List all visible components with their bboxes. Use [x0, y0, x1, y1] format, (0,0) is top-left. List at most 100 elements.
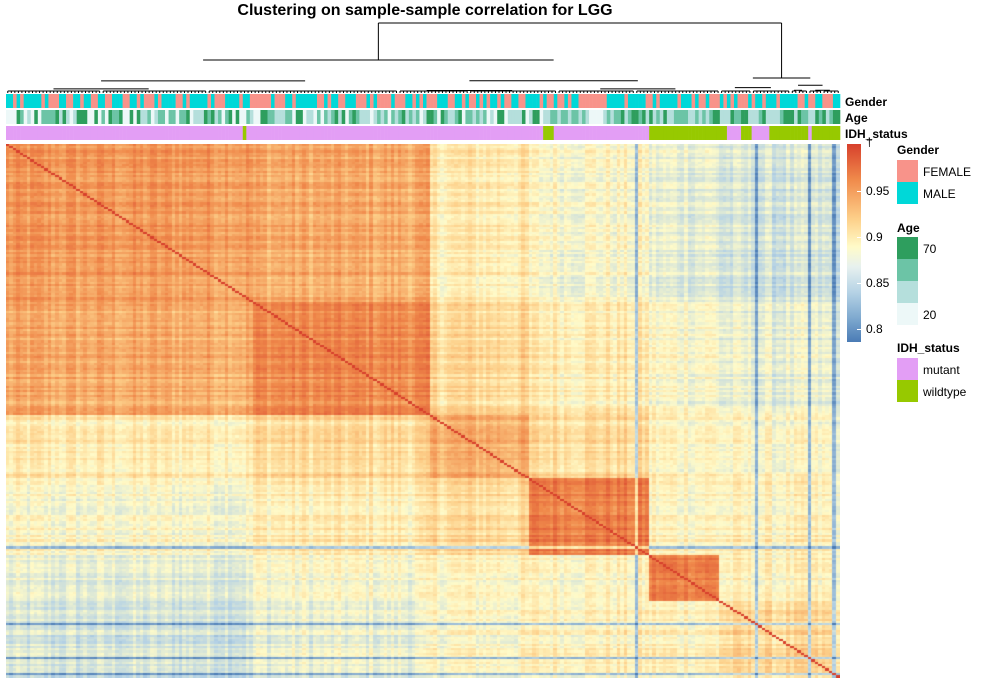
annotation-cell — [55, 94, 60, 108]
annotation-cell — [444, 94, 449, 108]
annotation-cell — [571, 110, 576, 124]
annotation-cell — [440, 126, 445, 140]
annotation-cell — [13, 110, 17, 124]
annotation-cell — [649, 94, 653, 108]
annotation-cell — [832, 110, 837, 124]
annotation-cell — [147, 94, 152, 108]
annotation-cell — [504, 94, 509, 108]
annotation-cell — [221, 110, 226, 124]
annotation-cell — [359, 110, 364, 124]
annotation-cell — [447, 110, 452, 124]
annotation-cell — [645, 110, 650, 124]
annotation-cell — [521, 94, 526, 108]
annotation-cell — [161, 94, 166, 108]
annotation-cell — [69, 94, 74, 108]
annotation-cell — [37, 126, 42, 140]
annotation-cell — [461, 126, 466, 140]
annotation-cell — [228, 110, 233, 124]
annotation-cell — [836, 126, 841, 140]
annotation-cell — [818, 110, 823, 124]
annotation-cell — [656, 126, 661, 140]
annotation-cell — [493, 110, 498, 124]
annotation-cell — [122, 94, 127, 108]
annotation-cell — [175, 94, 180, 108]
annotation-cell — [281, 110, 286, 124]
annotation-cell — [433, 94, 438, 108]
annotation-cell — [157, 110, 162, 124]
annotation-cell — [331, 110, 335, 124]
annotation-cell — [631, 110, 636, 124]
annotation-cell — [483, 126, 487, 140]
annotation-cell — [327, 110, 332, 124]
annotation-cell — [352, 110, 357, 124]
annotation-cell — [73, 110, 77, 124]
annotation-cell — [129, 94, 134, 108]
annotation-cell — [256, 94, 261, 108]
annotation-cell — [514, 110, 519, 124]
annotation-cell — [97, 126, 102, 140]
annotation-cell — [507, 126, 512, 140]
annotation-cell — [635, 110, 639, 124]
annotation-cell — [260, 110, 265, 124]
annotation-cell — [112, 126, 116, 140]
annotation-cell — [825, 126, 830, 140]
annotation-cell — [430, 126, 434, 140]
legend-swatch-age — [897, 259, 918, 281]
annotation-cell — [663, 110, 668, 124]
annotation-cell — [373, 126, 378, 140]
annotation-cell — [762, 126, 767, 140]
annotation-cell — [691, 110, 696, 124]
annotation-cell — [239, 94, 244, 108]
annotation-cell — [112, 110, 116, 124]
annotation-cell — [207, 94, 212, 108]
annotation-cell — [391, 126, 396, 140]
legend-swatch-age — [897, 281, 918, 303]
annotation-cell — [189, 110, 194, 124]
annotation-cell — [426, 126, 431, 140]
annotation-cell — [112, 94, 116, 108]
annotation-cell — [610, 94, 615, 108]
annotation-cell — [338, 110, 343, 124]
annotation-cell — [193, 94, 198, 108]
legend-swatch-age-low — [897, 303, 918, 325]
annotation-cell — [822, 110, 827, 124]
annotation-cell — [133, 94, 138, 108]
annotation-cell — [741, 110, 745, 124]
annotation-cell — [338, 94, 343, 108]
annotation-cell — [613, 110, 618, 124]
annotation-cell — [458, 94, 463, 108]
annotation-cell — [666, 110, 671, 124]
annotation-cell — [281, 126, 286, 140]
annotation-cell — [126, 126, 130, 140]
annotation-cell — [454, 110, 459, 124]
annotation-cell — [451, 126, 456, 140]
annotation-cell — [94, 110, 99, 124]
annotation-cell — [490, 126, 494, 140]
annotation-cell — [705, 126, 710, 140]
annotation-cell — [656, 110, 661, 124]
annotation-cell — [320, 126, 325, 140]
annotation-cell — [585, 110, 590, 124]
annotation-cell — [709, 126, 714, 140]
annotation-cell — [620, 110, 625, 124]
annotation-cell — [518, 110, 523, 124]
annotation-cell — [497, 110, 502, 124]
annotation-cell — [408, 110, 413, 124]
annotation-cell — [765, 126, 770, 140]
annotation-cell — [472, 110, 477, 124]
annotation-cell — [267, 94, 272, 108]
annotation-cell — [34, 126, 39, 140]
annotation-cell — [221, 94, 226, 108]
annotation-cell — [362, 126, 367, 140]
annotation-cell — [521, 126, 526, 140]
annotation-cell — [415, 126, 420, 140]
annotation-cell — [274, 110, 279, 124]
annotation-cell — [765, 110, 770, 124]
annotation-cell — [207, 110, 212, 124]
annotation-cell — [532, 110, 537, 124]
annotation-cell — [242, 110, 247, 124]
annotation-cell — [695, 110, 699, 124]
annotation-cell — [567, 110, 572, 124]
annotation-cell — [165, 94, 169, 108]
annotation-cell — [755, 94, 760, 108]
